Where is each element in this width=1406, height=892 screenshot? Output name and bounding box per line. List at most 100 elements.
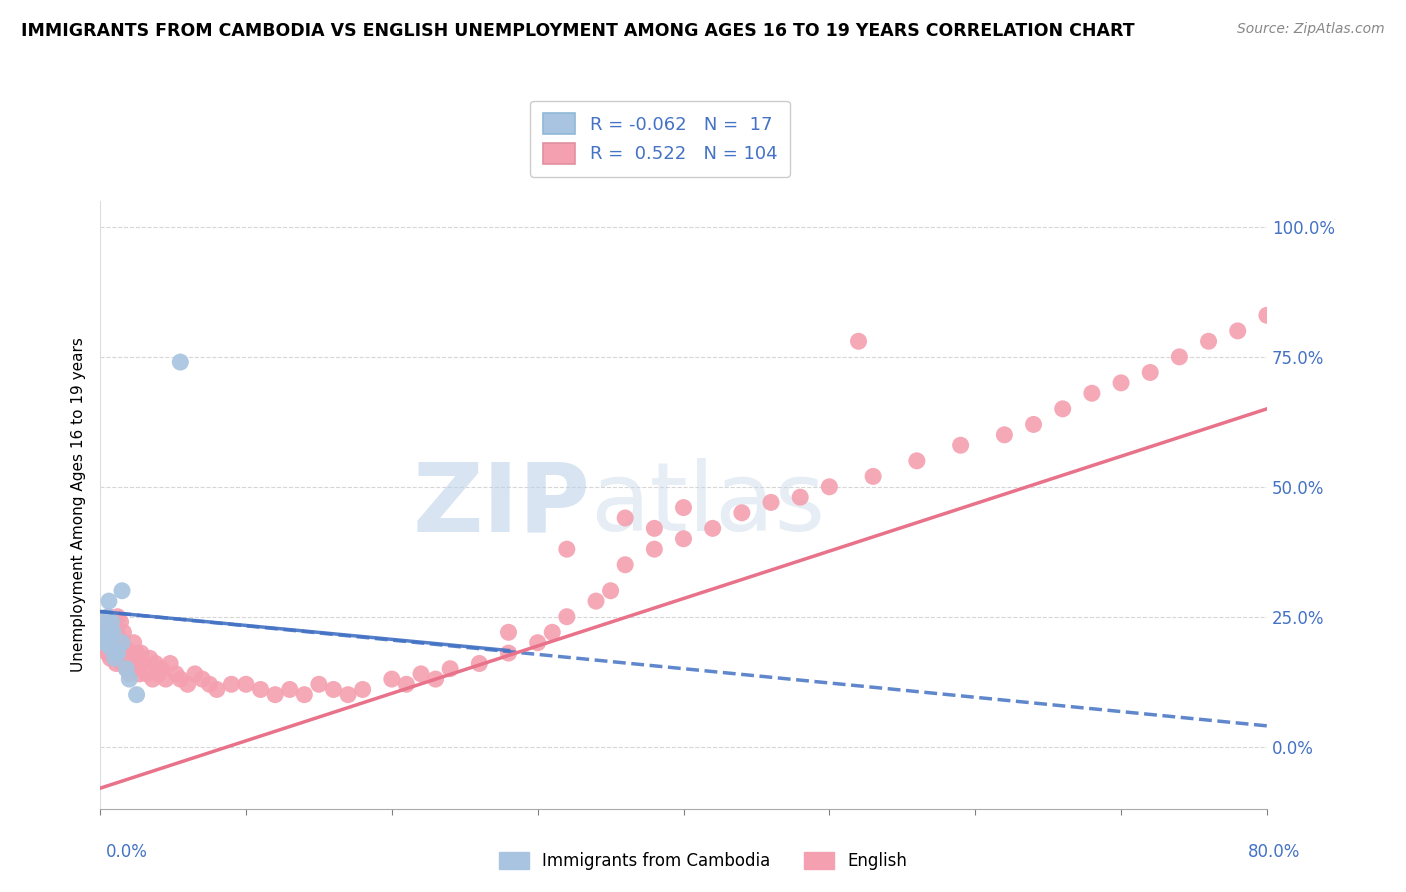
Text: ZIP: ZIP: [412, 458, 591, 551]
Point: [108, 651, 131, 665]
Point: [132, 657, 155, 671]
Point: [94, 640, 117, 655]
Point: [112, 646, 135, 660]
Point: [672, 532, 695, 546]
Point: [264, 688, 287, 702]
Point: [107, 640, 129, 655]
Point: [425, 672, 447, 686]
Point: [165, 666, 187, 681]
Point: [125, 646, 148, 660]
Point: [97, 625, 120, 640]
Point: [1256, 308, 1278, 322]
Point: [308, 677, 330, 691]
Point: [118, 666, 141, 681]
Point: [993, 427, 1015, 442]
Point: [96, 631, 118, 645]
Point: [818, 480, 841, 494]
Point: [127, 657, 149, 671]
Point: [555, 542, 578, 557]
Point: [439, 662, 461, 676]
Point: [702, 521, 724, 535]
Point: [1198, 334, 1220, 349]
Point: [1109, 376, 1132, 390]
Point: [101, 615, 124, 629]
Point: [111, 636, 134, 650]
Point: [322, 682, 344, 697]
Point: [96, 609, 118, 624]
Point: [114, 640, 136, 655]
Point: [107, 646, 129, 660]
Legend: Immigrants from Cambodia, English: Immigrants from Cambodia, English: [492, 845, 914, 877]
Point: [145, 657, 167, 671]
Point: [97, 609, 120, 624]
Point: [498, 625, 520, 640]
Point: [107, 609, 129, 624]
Point: [541, 625, 564, 640]
Point: [337, 688, 360, 702]
Point: [643, 542, 665, 557]
Point: [111, 636, 134, 650]
Point: [672, 500, 695, 515]
Point: [205, 682, 228, 697]
Point: [1081, 386, 1104, 401]
Point: [1139, 366, 1161, 380]
Point: [150, 662, 173, 676]
Point: [759, 495, 782, 509]
Point: [98, 625, 121, 640]
Point: [221, 677, 243, 691]
Point: [862, 469, 884, 483]
Point: [235, 677, 257, 691]
Point: [124, 662, 146, 676]
Point: [128, 666, 150, 681]
Point: [184, 666, 207, 681]
Point: [108, 631, 131, 645]
Point: [105, 625, 128, 640]
Point: [104, 651, 127, 665]
Point: [643, 521, 665, 535]
Point: [120, 646, 142, 660]
Point: [176, 677, 198, 691]
Point: [112, 625, 135, 640]
Point: [614, 511, 637, 525]
Point: [159, 657, 181, 671]
Text: atlas: atlas: [591, 458, 825, 551]
Point: [97, 594, 120, 608]
Point: [101, 615, 124, 629]
Point: [110, 615, 132, 629]
Point: [129, 646, 152, 660]
Point: [198, 677, 221, 691]
Point: [115, 662, 138, 676]
Point: [118, 672, 141, 686]
Point: [395, 677, 418, 691]
Point: [789, 490, 811, 504]
Point: [381, 672, 404, 686]
Point: [104, 636, 127, 650]
Point: [1285, 298, 1308, 312]
Point: [111, 657, 134, 671]
Point: [526, 636, 548, 650]
Point: [104, 620, 127, 634]
Point: [498, 646, 520, 660]
Point: [110, 646, 132, 660]
Point: [103, 631, 125, 645]
Point: [1168, 350, 1191, 364]
Point: [468, 657, 491, 671]
Point: [148, 666, 170, 681]
Point: [1052, 401, 1074, 416]
Point: [169, 355, 191, 369]
Point: [249, 682, 271, 697]
Point: [731, 506, 754, 520]
Point: [96, 620, 118, 634]
Point: [155, 672, 177, 686]
Point: [599, 583, 621, 598]
Point: [169, 672, 191, 686]
Text: Source: ZipAtlas.com: Source: ZipAtlas.com: [1237, 22, 1385, 37]
Point: [138, 651, 160, 665]
Point: [278, 682, 301, 697]
Point: [98, 651, 121, 665]
Y-axis label: Unemployment Among Ages 16 to 19 years: Unemployment Among Ages 16 to 19 years: [72, 337, 86, 673]
Point: [98, 640, 121, 655]
Point: [117, 651, 139, 665]
Point: [94, 620, 117, 634]
Point: [101, 640, 124, 655]
